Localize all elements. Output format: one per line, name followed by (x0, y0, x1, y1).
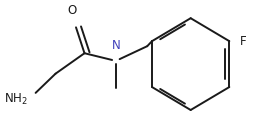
Text: NH$_2$: NH$_2$ (4, 92, 28, 107)
Text: F: F (240, 35, 247, 48)
Text: N: N (111, 39, 120, 52)
Text: O: O (68, 4, 77, 17)
